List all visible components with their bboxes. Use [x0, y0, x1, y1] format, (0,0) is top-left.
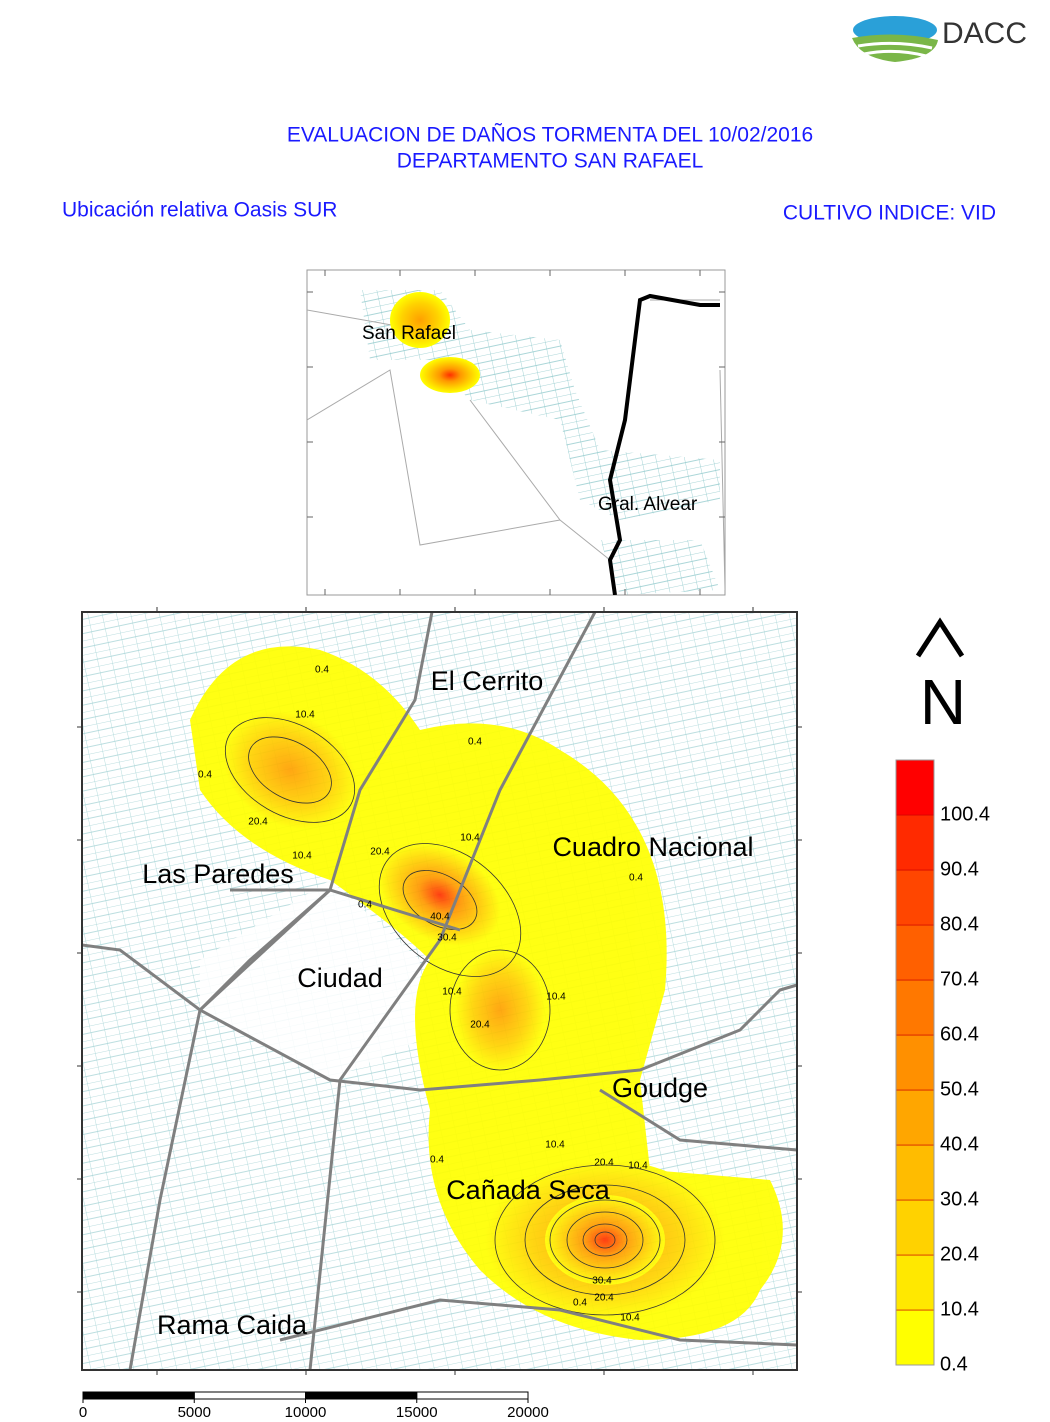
- legend: 0.4 10.4 20.4 30.4 40.4 50.4 60.4 70.4 80.4 90.4 1…: [895, 759, 990, 1375]
- contour-label: 10.4: [292, 851, 312, 862]
- legend-label: 0.4: [940, 1353, 968, 1375]
- place-label: Cañada Seca: [446, 1175, 611, 1205]
- title: DEPARTAMENTO SAN RAFAEL: [397, 150, 704, 173]
- legend-label: 10.4: [940, 1298, 979, 1320]
- contour-label: 0.4: [198, 770, 212, 781]
- scale-label: 20000: [507, 1404, 549, 1421]
- legend-label: 60.4: [940, 1023, 979, 1045]
- inset-label: San Rafael: [362, 323, 456, 344]
- place-label: El Cerrito: [431, 666, 544, 696]
- contour-label: 40.4: [430, 912, 450, 923]
- scale-label: 5000: [178, 1404, 211, 1421]
- inset-map: San Rafael Gral. Alvear: [306, 269, 726, 596]
- contour-label: 10.4: [620, 1313, 640, 1324]
- place-label: Goudge: [612, 1073, 708, 1103]
- scale-segment: [82, 1391, 195, 1400]
- contour-label: 20.4: [470, 1020, 490, 1031]
- place-label: Ciudad: [297, 963, 383, 993]
- legend-frame: [895, 759, 935, 1366]
- legend-label: 50.4: [940, 1078, 979, 1100]
- contour-label: 20.4: [594, 1158, 614, 1169]
- legend-swatch: [895, 1309, 935, 1366]
- contour-label: 10.4: [545, 1140, 565, 1151]
- contour-label: 10.4: [628, 1161, 648, 1172]
- legend-swatch: [895, 924, 935, 981]
- contour-label: 10.4: [442, 987, 462, 998]
- logo: DACC: [852, 16, 1027, 62]
- scale-label: 0: [79, 1404, 87, 1421]
- place-label: Cuadro Nacional: [552, 832, 753, 862]
- legend-swatch: [895, 1144, 935, 1201]
- contour-label: 10.4: [295, 710, 315, 721]
- scale-segment: [193, 1391, 306, 1400]
- scale-segment: [305, 1391, 418, 1400]
- contour-label: 20.4: [248, 817, 268, 828]
- legend-swatch: [895, 979, 935, 1036]
- north-arrow: N: [915, 617, 966, 738]
- contour-label: 30.4: [592, 1276, 612, 1287]
- legend-label: 70.4: [940, 968, 979, 990]
- contour-label: 30.4: [437, 933, 457, 944]
- legend-label: 90.4: [940, 858, 979, 880]
- scale-bar: 0 5000 10000 15000 20000: [79, 1391, 549, 1421]
- contour-label: 0.4: [629, 873, 643, 884]
- contour-label: 10.4: [546, 992, 566, 1003]
- scale-label: 15000: [396, 1404, 438, 1421]
- inset-label: Gral. Alvear: [598, 494, 698, 515]
- logo-text: DACC: [942, 17, 1027, 50]
- contour-label: 0.4: [315, 665, 329, 676]
- subtitle: CULTIVO INDICE: VID: [783, 202, 996, 225]
- legend-label: 100.4: [940, 803, 990, 825]
- scale-label: 10000: [285, 1404, 327, 1421]
- legend-swatch: [895, 814, 935, 871]
- subtitle: Ubicación relativa Oasis SUR: [62, 199, 337, 222]
- scale-segment: [416, 1391, 529, 1400]
- legend-label: 40.4: [940, 1133, 979, 1155]
- legend-swatch: [895, 1254, 935, 1311]
- contour-label: 0.4: [573, 1298, 587, 1309]
- legend-swatch: [895, 869, 935, 926]
- place-label: Las Paredes: [142, 859, 294, 889]
- title: EVALUACION DE DAÑOS TORMENTA DEL 10/02/2…: [287, 123, 813, 147]
- north-label: N: [920, 666, 966, 738]
- legend-label: 30.4: [940, 1188, 979, 1210]
- main-map: El Cerrito Cuadro Nacional Las Paredes Ciud…: [77, 607, 802, 1375]
- legend-label: 80.4: [940, 913, 979, 935]
- contour-label: 10.4: [460, 833, 480, 844]
- contour-label: 0.4: [430, 1155, 444, 1166]
- contour-label: 20.4: [370, 847, 390, 858]
- contour-label: 0.4: [358, 900, 372, 911]
- legend-swatch: [895, 1199, 935, 1256]
- legend-swatch: [895, 1034, 935, 1091]
- contour-label: 0.4: [468, 737, 482, 748]
- place-label: Rama Caida: [157, 1310, 308, 1340]
- contour-label: 20.4: [594, 1293, 614, 1304]
- legend-swatch: [895, 759, 935, 816]
- legend-label: 20.4: [940, 1243, 979, 1265]
- legend-swatch: [895, 1089, 935, 1146]
